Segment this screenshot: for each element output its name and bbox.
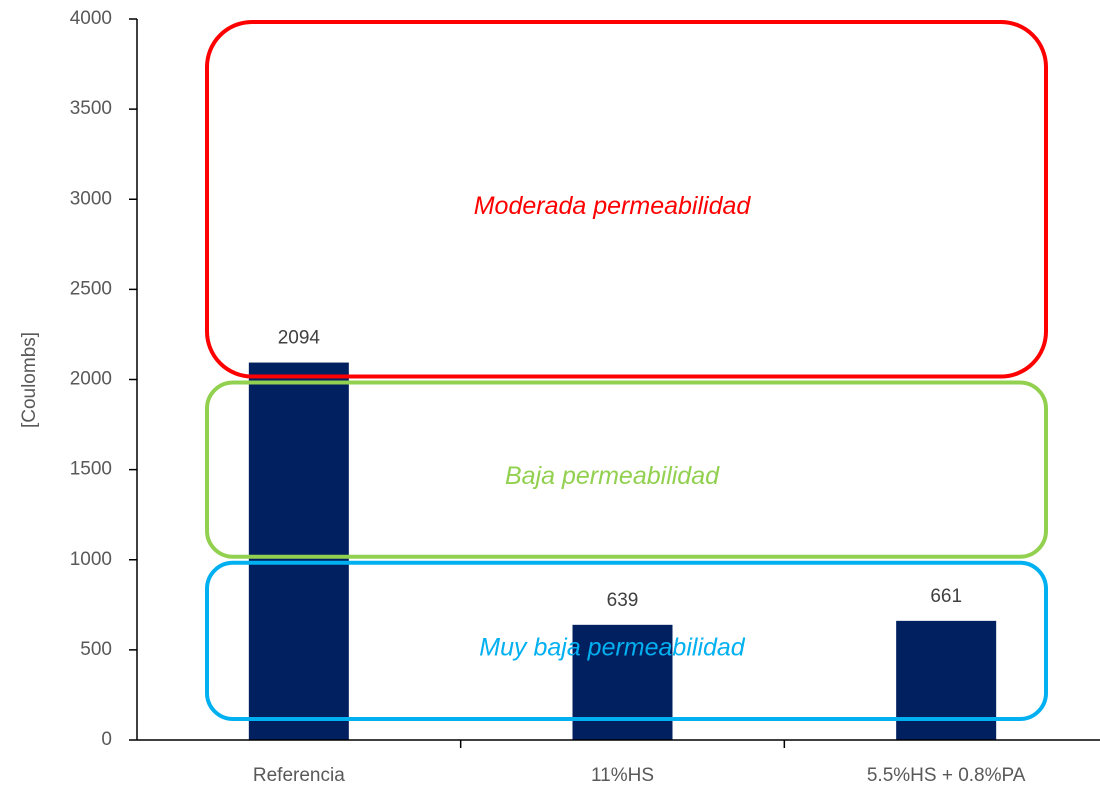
y-axis-label: [Coulombs] <box>19 332 40 428</box>
bar <box>896 620 997 740</box>
x-tick-label: 11%HS <box>591 765 654 786</box>
y-tick-label: 2500 <box>70 278 112 299</box>
annotation-label: Muy baja permeabilidad <box>479 633 746 661</box>
y-tick-label: 3500 <box>70 98 112 119</box>
y-tick-label: 4000 <box>70 8 112 29</box>
y-tick-label: 1500 <box>70 459 112 480</box>
annotation-box <box>205 560 1048 721</box>
data-label: 2094 <box>278 328 321 349</box>
y-tick-label: 500 <box>80 639 112 660</box>
x-tick-label: 5.5%HS + 0.8%PA <box>867 765 1026 786</box>
annotation-box <box>205 20 1048 379</box>
annotation-label: Baja permeabilidad <box>505 462 720 490</box>
data-label: 661 <box>930 586 962 607</box>
x-tick-label: Referencia <box>253 765 345 786</box>
y-tick-label: 0 <box>101 729 112 750</box>
annotation-box <box>205 380 1048 559</box>
annotation-label: Moderada permeabilidad <box>474 192 752 220</box>
y-tick-label: 1000 <box>70 549 112 570</box>
y-tick-label: 2000 <box>70 369 112 390</box>
y-tick-label: 3000 <box>70 188 112 209</box>
data-label: 639 <box>607 590 639 611</box>
bar <box>248 362 349 740</box>
